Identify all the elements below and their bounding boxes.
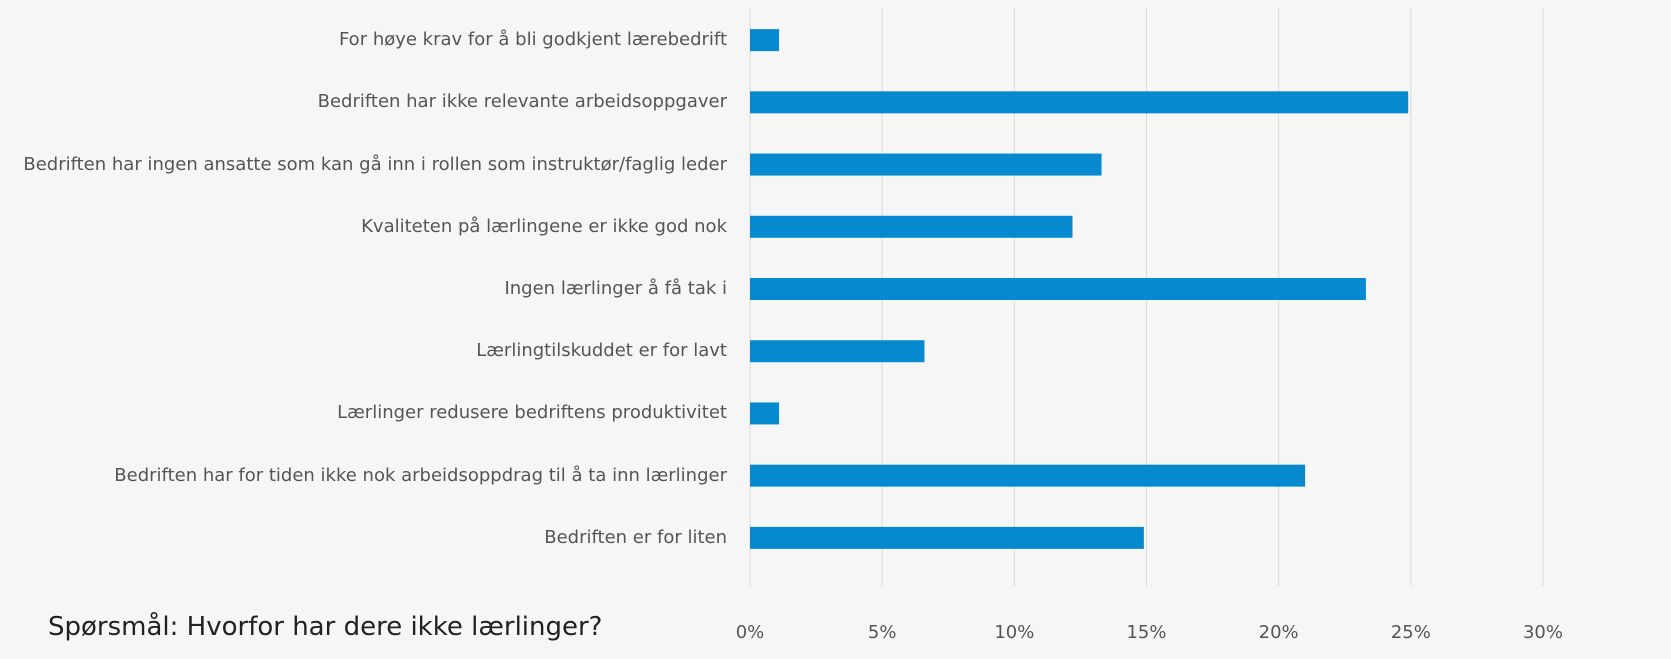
y-tick-label: Kvaliteten på lærlingene er ikke god nok — [361, 215, 727, 237]
x-tick-label: 5% — [868, 622, 897, 643]
y-tick-label: Bedriften har ikke relevante arbeidsoppg… — [317, 91, 727, 113]
x-tick-label: 15% — [1126, 622, 1166, 643]
y-tick-label: For høye krav for å bli godkjent lærebed… — [338, 29, 727, 51]
x-tick-label: 0% — [736, 622, 765, 643]
x-tick-label: 20% — [1259, 622, 1299, 643]
x-tick-label: 10% — [994, 622, 1034, 643]
y-tick-label: Bedriften har for tiden ikke nok arbeids… — [114, 464, 727, 486]
y-tick-label: Ingen lærlinger å få tak i — [504, 278, 727, 299]
y-tick-label: Bedriften er for liten — [544, 526, 727, 548]
y-tick-label: Lærlinger redusere bedriftens produktivi… — [337, 402, 727, 424]
bar — [750, 29, 780, 52]
x-tick-label: 25% — [1391, 622, 1431, 643]
x-tick-label: 30% — [1523, 622, 1563, 643]
bar — [750, 91, 1409, 114]
bar — [750, 215, 1073, 238]
bar — [750, 464, 1306, 487]
y-tick-label: Bedriften har ingen ansatte som kan gå i… — [23, 153, 727, 175]
bar — [750, 153, 1102, 176]
chart-title: Spørsmål: Hvorfor har dere ikke lærlinge… — [48, 612, 603, 642]
bar — [750, 340, 925, 363]
bar — [750, 526, 1144, 549]
bar — [750, 402, 780, 425]
bar — [750, 278, 1366, 300]
y-tick-label: Lærlingtilskuddet er for lavt — [476, 340, 727, 362]
